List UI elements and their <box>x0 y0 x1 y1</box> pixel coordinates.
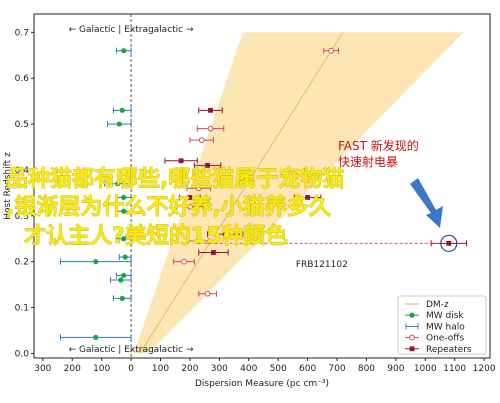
x-tick-label: 200 <box>181 364 198 374</box>
data-layer <box>59 47 467 341</box>
x-tick-label: 800 <box>358 364 375 374</box>
legend-entry: DM-z <box>426 300 449 310</box>
one-off-point <box>187 203 193 210</box>
fast-arrow-icon <box>410 178 443 228</box>
one-off-point <box>181 258 187 265</box>
frb121102-label: FRB121102 <box>296 260 348 270</box>
y-tick-label: 0.5 <box>15 120 29 130</box>
x-tick-label: 100 <box>152 364 169 374</box>
fast-label-line2: 快速射电暴 <box>338 154 398 169</box>
y-tick-label: 0.2 <box>15 258 29 268</box>
mw-disk-point <box>121 194 127 201</box>
repeater-point <box>187 195 193 200</box>
overlay-text-line1: 品种猫都有哪些,哪些猫属于宠物猫 <box>6 166 344 192</box>
overlay-text-line3: 才认主人?美短的15种颜色 <box>24 223 287 249</box>
overlay-layer: 品种猫都有哪些,哪些猫属于宠物猫,银渐层为什么不好养,小猫养多久才认主人?美短的… <box>6 166 345 250</box>
repeater-point <box>305 195 310 200</box>
mw-disk-point <box>93 259 99 265</box>
repeater-point <box>208 107 213 113</box>
x-tick-label: 500 <box>270 364 287 374</box>
divider-label-bottom: ← Galactic | Extragalactic → <box>69 345 194 355</box>
mw-disk-point <box>119 295 125 301</box>
repeater-point <box>211 250 216 255</box>
x-tick-label: 300 <box>211 364 228 374</box>
x-tick-label: 600 <box>299 364 316 374</box>
x-tick-label: 300 <box>34 364 51 374</box>
x-tick-label: 1000 <box>414 364 437 374</box>
legend-entry: Repeaters <box>426 345 472 355</box>
y-tick-label: 0.6 <box>15 74 30 84</box>
mw-disk-point <box>119 107 125 113</box>
x-tick-label: 100 <box>93 364 110 374</box>
one-off-point <box>207 125 214 132</box>
plot-border <box>33 13 491 359</box>
y-tick-label: 0.3 <box>15 212 29 222</box>
legend-marker-one-offs <box>409 334 415 341</box>
mw-disk-point <box>121 48 127 54</box>
x-tick-label: 1200 <box>473 364 496 374</box>
dm-z-band <box>134 32 464 354</box>
mw-disk-point <box>122 254 128 260</box>
repeater-point <box>178 158 184 164</box>
repeater-point <box>446 240 452 246</box>
mw-disk-point <box>121 208 127 214</box>
one-off-point <box>328 47 335 54</box>
one-off-point <box>204 290 211 297</box>
mw-disk-point <box>93 334 99 340</box>
mw-disk-point <box>121 272 127 279</box>
x-tick-label: 1100 <box>443 364 466 374</box>
x-tick-label: 0 <box>128 364 134 374</box>
x-tick-label: 900 <box>387 364 404 374</box>
repeater-point <box>222 231 228 237</box>
x-tick-label: 400 <box>240 364 257 374</box>
x-tick-label: 200 <box>64 364 81 374</box>
plot-frame: 300 200 100 0 100 200 300 400 500 600 700 800 900 100… <box>3 13 496 389</box>
y-tick-label: 0.4 <box>15 166 30 176</box>
dm-z-line <box>139 32 344 354</box>
legend-entry: MW disk <box>426 311 464 321</box>
repeater-point <box>205 162 210 168</box>
mw-disk-point <box>116 121 122 127</box>
x-axis-title: Dispersion Measure (pc cm⁻³) <box>195 379 329 389</box>
y-tick-label: 0.0 <box>15 349 30 359</box>
legend-marker-repeaters <box>409 346 415 352</box>
one-off-point <box>195 238 202 244</box>
mw-disk-point <box>118 277 124 283</box>
one-off-point <box>195 185 202 192</box>
dm-z-band-layer <box>134 32 464 354</box>
legend-box <box>397 295 487 355</box>
divider-label-top: ← Galactic | Extragalactic → <box>69 25 194 35</box>
overlay-text-line2: ,银渐层为什么不好养,小猫养多久 <box>6 194 331 220</box>
legend-marker-mw-disk <box>409 312 415 318</box>
fast-highlight-ring <box>440 234 458 252</box>
mw-disk-point <box>121 236 127 242</box>
fast-label-line1: FAST 新发现的 <box>338 138 419 153</box>
x-tick-label: 700 <box>328 364 345 374</box>
one-off-point <box>198 137 205 144</box>
mw-disk-point <box>115 181 121 187</box>
legend-entry: One-offs <box>426 334 464 344</box>
y-tick-label: 0.1 <box>15 304 29 314</box>
y-tick-label: 0.7 <box>15 28 29 38</box>
legend-entry: MW halo <box>426 322 465 332</box>
y-axis-title: Host Redshift z <box>3 152 13 220</box>
